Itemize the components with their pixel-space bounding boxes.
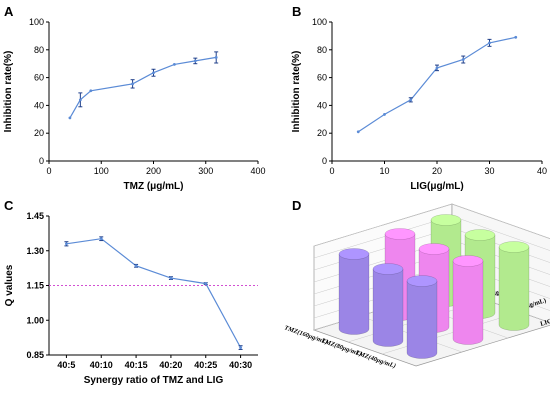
x-tick-label: 10: [379, 166, 389, 176]
panel-a-letter: A: [4, 4, 14, 19]
y-tick-label: 80: [34, 45, 44, 55]
y-tick-label: 100: [312, 17, 327, 27]
x-tick-label: 40: [537, 166, 547, 176]
data-point: [383, 113, 386, 116]
y-tick-label: 1.30: [26, 246, 44, 256]
bar-cylinder: [452, 260, 484, 345]
bar-cylinder: [338, 253, 370, 335]
x-axis-label: LIG(μg/mL): [410, 181, 463, 192]
data-point: [204, 282, 208, 286]
x-tick-label: 40:15: [125, 360, 148, 370]
bar-cylinder-top: [430, 214, 462, 226]
x-tick-label: 40:30: [229, 360, 252, 370]
data-point: [193, 59, 197, 63]
x-tick-label: 30: [484, 166, 494, 176]
bar-cylinder-top: [452, 255, 484, 267]
panel-d-letter: D: [292, 198, 301, 213]
series-line: [69, 56, 217, 119]
panel-a: A 0 100 200 300 400 0 20 40 60 80 100 TMZ (μg/mL) In…: [3, 4, 266, 192]
x-tick-label: 0: [329, 166, 334, 176]
series-line: [66, 238, 242, 348]
bar-cylinder-top: [498, 241, 530, 253]
x-tick-label: 40:5: [57, 360, 75, 370]
panel-b-letter: B: [292, 4, 301, 19]
data-point: [214, 56, 218, 59]
data-point: [131, 82, 135, 86]
data-point: [68, 116, 72, 120]
y-tick-label: 60: [34, 73, 44, 83]
x-tick-label: 20: [432, 166, 442, 176]
y-tick-label: 40: [317, 100, 327, 110]
bar-cylinder-top: [418, 243, 450, 255]
bar-cylinder: [498, 246, 530, 331]
series-line: [357, 36, 516, 133]
panel-c: C 40:5 40:10 40:15 40:20 40:25 40:30 0.85 1.00 1…: [4, 198, 258, 386]
x-tick-label: 200: [146, 166, 161, 176]
bar-cylinder-top: [406, 275, 438, 287]
x-axis-label: TMZ (μg/mL): [124, 181, 184, 192]
y-axis-label: Q values: [4, 264, 15, 306]
data-point: [169, 276, 173, 280]
y-tick-label: 80: [317, 45, 327, 55]
x-tick-label: 300: [198, 166, 213, 176]
data-point: [89, 89, 93, 93]
panel-c-letter: C: [4, 198, 14, 213]
data-point: [239, 346, 242, 349]
y-tick-label: 20: [34, 128, 44, 138]
y-tick-label: 0: [39, 156, 44, 166]
data-point: [78, 98, 82, 102]
bar-cylinder-top: [464, 229, 496, 241]
data-point: [99, 237, 103, 241]
data-point: [488, 41, 491, 45]
data-point: [409, 98, 413, 102]
y-tick-label: 60: [317, 73, 327, 83]
x-tick-label: 40:25: [194, 360, 217, 370]
x-tick-label: 100: [94, 166, 109, 176]
bar-cylinder-top: [372, 263, 404, 275]
data-point: [134, 264, 138, 268]
data-point: [173, 62, 176, 66]
data-point: [356, 130, 360, 134]
bar-cylinder-top: [384, 228, 416, 240]
bar-cylinder-top: [338, 248, 370, 260]
z-grid-line: [313, 203, 550, 247]
x-tick-label: 40:20: [159, 360, 182, 370]
x-tick-label: 40:10: [90, 360, 113, 370]
y-tick-label: 100: [29, 17, 44, 27]
y-axis-label: Inhibition rate(%): [291, 51, 302, 133]
y-tick-label: 0: [322, 156, 327, 166]
y-tick-label: 1.15: [26, 281, 44, 291]
data-point: [152, 71, 155, 75]
y-tick-label: 1.00: [26, 315, 44, 325]
x-tick-label: 0: [46, 166, 51, 176]
y-tick-label: 0.85: [26, 350, 44, 360]
y-tick-label: 40: [34, 100, 44, 110]
data-point: [461, 58, 465, 61]
data-point: [65, 242, 68, 246]
y-tick-label: 20: [317, 128, 327, 138]
x-axis-label: Synergy ratio of TMZ and LIG: [84, 375, 224, 386]
floor-grid-line: [381, 311, 521, 355]
data-point: [514, 35, 518, 39]
bar-cylinder: [372, 268, 404, 347]
x-tick-label: 400: [250, 166, 265, 176]
y-tick-label: 1.45: [26, 211, 44, 221]
panel-b: B 0 10 20 30 40 0 20 40 60 80 100 LIG(μg/mL) Inhibit…: [291, 4, 547, 192]
y-axis-label: Inhibition rate(%): [3, 51, 14, 133]
panel-d: D 0.00.20.40.60.81.01.21.4Q valueLIG(20μ…: [283, 198, 550, 370]
bar-cylinder: [406, 280, 438, 359]
data-point: [435, 66, 439, 70]
